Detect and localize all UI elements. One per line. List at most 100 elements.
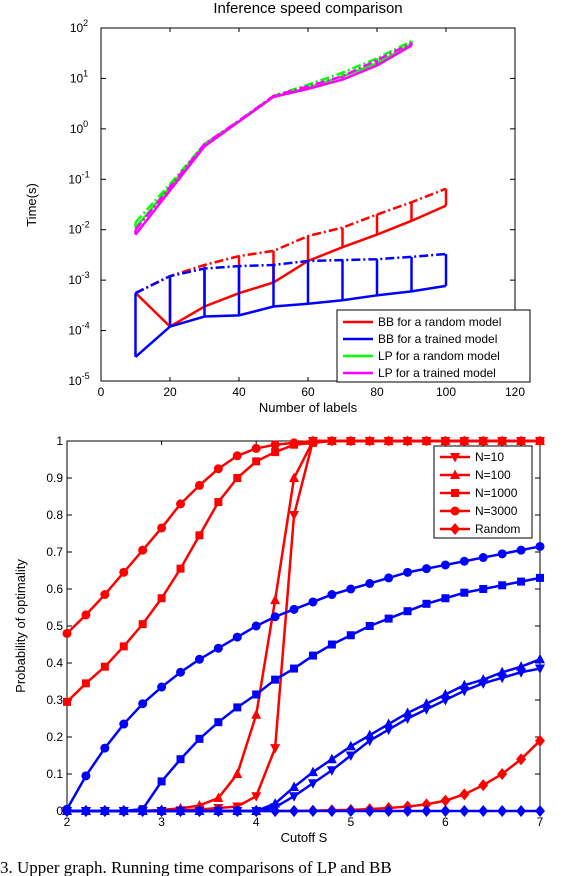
- x-tick-label: 6: [442, 815, 449, 829]
- marker-diamond: [232, 805, 243, 817]
- legend: BB for a random model BB for a trained mo…: [336, 309, 531, 383]
- marker-circle: [100, 590, 110, 600]
- y-axis-label: Time(s): [24, 183, 39, 227]
- marker-triangle-up: [289, 781, 300, 791]
- marker-triangle-down: [326, 766, 337, 776]
- x-tick-label: 3: [158, 815, 165, 829]
- marker-circle: [119, 567, 129, 577]
- x-axis-label: Number of labels: [259, 400, 358, 415]
- marker-diamond: [194, 805, 205, 817]
- y-tick-label: 10-3: [68, 270, 89, 287]
- marker-diamond: [440, 805, 451, 817]
- marker-diamond: [450, 523, 460, 535]
- marker-diamond: [478, 805, 489, 817]
- x-tick-label: 40: [232, 385, 246, 399]
- y-tick-label: 100: [70, 119, 88, 136]
- marker-triangle-down: [459, 686, 470, 697]
- marker-circle: [176, 667, 186, 677]
- marker-circle: [213, 643, 223, 653]
- series-upper-line: [134, 187, 447, 294]
- top-axis-ticks: 0 20 40 60 80 100 120 10-5 10-4 10-3 10-2 10-1 100 10…: [68, 18, 525, 399]
- marker-circle: [459, 556, 469, 566]
- marker-triangle-down: [364, 437, 375, 447]
- marker-diamond: [383, 805, 394, 817]
- marker-triangle-down: [421, 705, 432, 715]
- marker-triangle-down: [478, 437, 489, 447]
- marker-diamond: [421, 805, 432, 817]
- marker-square: [308, 651, 317, 660]
- marker-square: [81, 679, 90, 688]
- marker-square: [157, 777, 166, 786]
- marker-triangle-down: [516, 668, 527, 678]
- marker-square: [498, 581, 507, 590]
- marker-circle: [251, 443, 261, 453]
- marker-circle: [421, 564, 431, 574]
- y-tick-label: 10-4: [68, 321, 89, 338]
- marker-square: [195, 734, 204, 743]
- marker-circle: [119, 719, 129, 729]
- marker-triangle-up: [232, 768, 243, 778]
- legend-label: LP for a trained model: [378, 366, 496, 380]
- y-tick-label: 0.9: [46, 471, 63, 485]
- legend-label: N=100: [475, 468, 511, 482]
- marker-square: [100, 662, 109, 671]
- marker-square: [63, 697, 71, 706]
- marker-circle: [308, 597, 318, 607]
- legend-label: N=10: [475, 450, 504, 464]
- marker-diamond: [497, 768, 508, 780]
- legend-label: N=3000: [475, 504, 518, 518]
- top-series-group: [134, 39, 448, 358]
- marker-diamond: [402, 805, 413, 817]
- legend-label: BB for a trained model: [378, 332, 497, 346]
- marker-circle: [232, 632, 242, 642]
- y-axis-label: Probability of optimality: [13, 559, 28, 693]
- marker-circle: [194, 480, 204, 490]
- marker-triangle-down: [345, 437, 356, 447]
- y-tick-label: 10-2: [68, 220, 89, 237]
- marker-triangle-up: [307, 766, 318, 777]
- marker-circle: [157, 682, 167, 692]
- marker-circle: [450, 506, 460, 516]
- marker-triangle-down: [497, 673, 508, 684]
- marker-square: [384, 614, 393, 623]
- y-tick-label: 0.8: [46, 508, 63, 522]
- marker-diamond: [137, 805, 148, 817]
- marker-triangle-down: [478, 679, 489, 689]
- marker-square: [176, 564, 185, 573]
- marker-circle: [478, 553, 488, 563]
- marker-circle: [327, 590, 337, 600]
- marker-triangle-down: [326, 437, 337, 447]
- marker-triangle-up: [251, 709, 262, 719]
- y-tick-label: 0.1: [46, 767, 63, 781]
- marker-triangle-down: [535, 437, 545, 447]
- marker-square: [441, 594, 450, 603]
- marker-diamond: [440, 794, 451, 807]
- marker-diamond: [251, 805, 262, 817]
- marker-square: [252, 457, 261, 466]
- y-tick-label: 0.4: [46, 656, 63, 670]
- marker-triangle-up: [326, 753, 337, 764]
- x-axis-label: Cutoff S: [281, 830, 328, 845]
- marker-triangle-down: [307, 437, 318, 447]
- marker-circle: [251, 621, 261, 631]
- marker-circle: [213, 464, 223, 474]
- marker-circle: [289, 604, 299, 614]
- marker-triangle-down: [307, 779, 318, 789]
- inference-speed-chart: Inference speed comparison 0 20 40 60 80 100 1…: [24, 0, 531, 415]
- marker-triangle-up: [270, 594, 281, 605]
- marker-square: [233, 474, 242, 482]
- marker-diamond: [62, 805, 72, 817]
- marker-circle: [384, 573, 394, 583]
- marker-square: [195, 531, 204, 540]
- marker-triangle-down: [402, 437, 413, 447]
- marker-triangle-down: [402, 714, 413, 724]
- marker-triangle-down: [497, 437, 508, 447]
- bottom-series-group: [62, 435, 545, 817]
- marker-circle: [81, 610, 91, 620]
- marker-square: [327, 640, 336, 649]
- marker-triangle-down: [459, 437, 470, 447]
- marker-square: [214, 718, 223, 727]
- figure-caption: 3. Upper graph. Running time comparisons…: [0, 858, 392, 876]
- marker-circle: [365, 578, 375, 588]
